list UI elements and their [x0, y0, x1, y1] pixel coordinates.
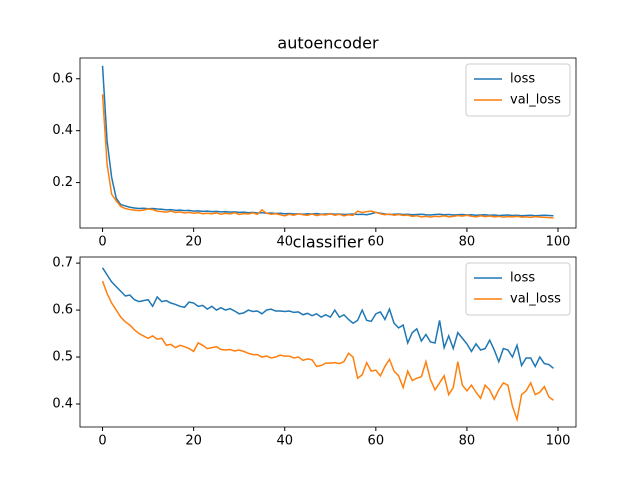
y-tick-label: 0.7	[52, 256, 73, 271]
y-tick-label: 0.6	[52, 303, 73, 318]
axes-frame	[79, 57, 577, 229]
legend-label: val_loss	[510, 292, 561, 307]
chart-title: autoencoder	[277, 34, 379, 53]
x-tick-label: 20	[185, 235, 202, 250]
series-line	[101, 94, 554, 219]
y-tick-label: 0.4	[52, 396, 73, 411]
legend-label: loss	[510, 72, 535, 87]
series-line	[101, 267, 554, 369]
legend-box	[465, 63, 571, 117]
y-tick-label: 0.6	[52, 71, 73, 86]
x-tick-label: 0	[98, 235, 106, 250]
x-tick-label: 80	[459, 235, 476, 250]
chart-title: classifier	[293, 233, 364, 252]
y-tick-label: 0.4	[52, 123, 73, 138]
y-tick-label: 0.2	[52, 175, 73, 190]
x-tick-label: 60	[368, 434, 385, 449]
x-tick-label: 60	[368, 235, 385, 250]
x-tick-label: 40	[276, 434, 293, 449]
x-tick-label: 100	[546, 434, 571, 449]
legend-box	[465, 262, 571, 316]
x-tick-label: 100	[546, 235, 571, 250]
axes-frame	[79, 256, 577, 428]
x-tick-label: 40	[276, 235, 293, 250]
x-tick-label: 80	[459, 434, 476, 449]
legend-label: val_loss	[510, 93, 561, 108]
legend-label: loss	[510, 271, 535, 286]
series-line	[101, 280, 554, 423]
x-tick-label: 0	[98, 434, 106, 449]
x-tick-label: 20	[185, 434, 202, 449]
y-tick-label: 0.5	[52, 350, 73, 365]
